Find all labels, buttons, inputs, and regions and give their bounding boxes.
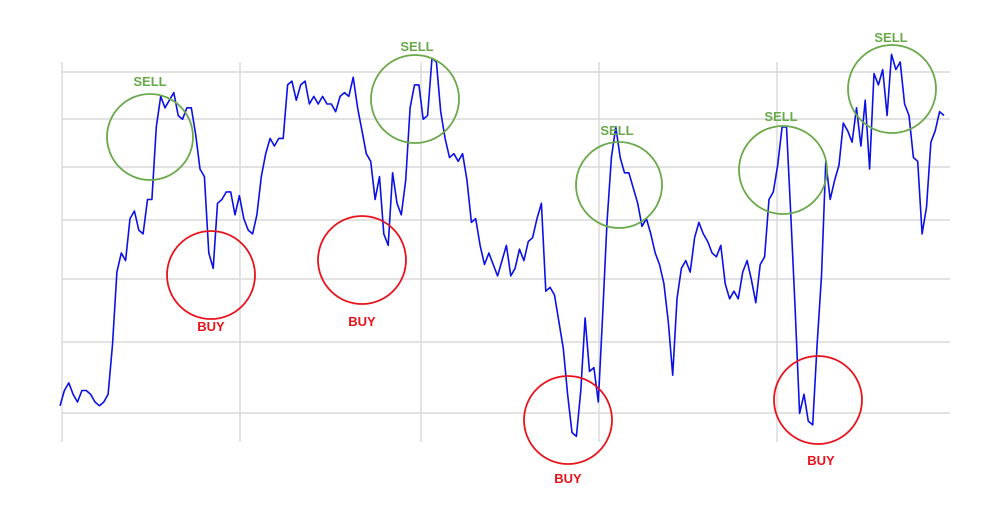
signal-annotations: SELL BUY BUY SELL BUY SELL SELL BUY SELL	[106, 30, 937, 486]
buy-signal-circle	[773, 355, 863, 445]
buy-signal-label: BUY	[348, 314, 376, 329]
sell-signal-circle	[738, 125, 828, 215]
sell-signal-circle	[575, 141, 663, 229]
buy-signal-circle	[317, 215, 407, 305]
buy-signal-circle	[166, 230, 256, 320]
sell-signal-label: SELL	[400, 39, 433, 54]
sell-signal-label: SELL	[133, 74, 166, 89]
sell-signal-circle	[370, 54, 460, 144]
buy-signal-label: BUY	[807, 453, 835, 468]
sell-signal-label: SELL	[764, 109, 797, 124]
grid	[61, 62, 950, 442]
buy-signal-circle	[523, 375, 613, 465]
sell-signal-circle	[847, 44, 937, 134]
sell-signal-label: SELL	[874, 30, 907, 45]
buy-signal-label: BUY	[554, 471, 582, 486]
sell-signal-circle	[106, 93, 194, 181]
buy-signal-label: BUY	[197, 319, 225, 334]
price-series-line	[59, 53, 945, 438]
sell-signal-label: SELL	[600, 123, 633, 138]
